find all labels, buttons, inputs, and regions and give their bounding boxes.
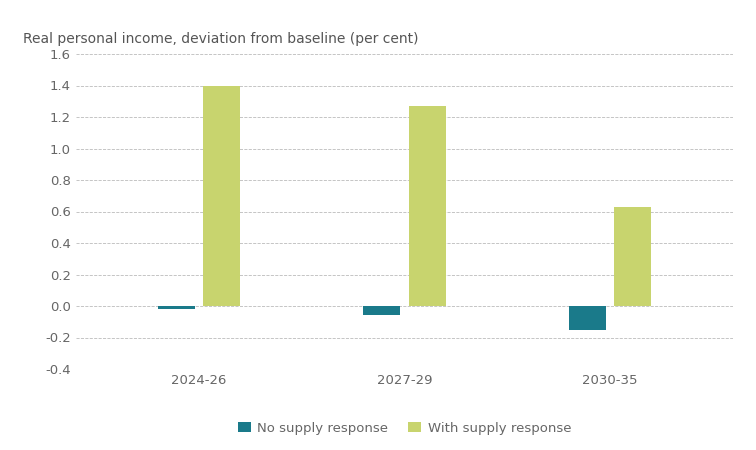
Bar bbox=[569, 306, 606, 329]
Legend: No supply response, With supply response: No supply response, With supply response bbox=[232, 417, 577, 440]
Bar bbox=[614, 207, 651, 306]
Bar bbox=[364, 306, 401, 315]
Bar bbox=[203, 86, 240, 306]
Bar bbox=[408, 106, 445, 306]
Bar bbox=[158, 306, 195, 309]
Text: Real personal income, deviation from baseline (per cent): Real personal income, deviation from bas… bbox=[23, 32, 419, 46]
